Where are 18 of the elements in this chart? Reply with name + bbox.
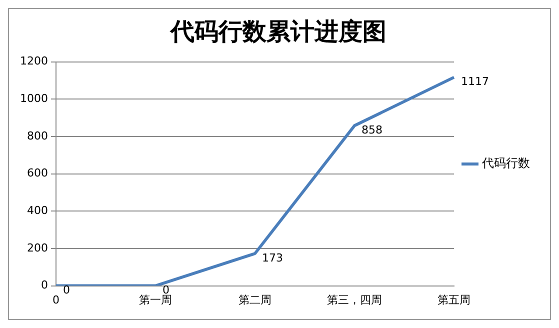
x-tick-label: 第二周: [238, 293, 272, 306]
data-label: 0: [62, 284, 70, 297]
chart-title: 代码行数累计进度图: [170, 16, 386, 46]
data-label: 173: [262, 251, 283, 264]
data-label: 858: [362, 124, 382, 136]
data-label: 1117: [461, 75, 489, 88]
y-tick-label: 1000: [20, 92, 48, 105]
legend-label: 代码行数: [481, 156, 530, 170]
y-tick-label: 200: [26, 241, 48, 254]
y-tick-label: 400: [26, 204, 48, 217]
y-tick-label: 600: [26, 166, 48, 180]
x-tick-label: 0: [52, 293, 60, 306]
y-tick-label: 0: [40, 278, 48, 292]
y-tick-label: 1200: [20, 54, 48, 68]
x-tick-label: 第五周: [438, 293, 470, 306]
x-tick-label: 第一周: [138, 293, 172, 306]
y-tick-label: 800: [26, 129, 48, 142]
x-tick-label: 第三，四周: [327, 293, 382, 306]
